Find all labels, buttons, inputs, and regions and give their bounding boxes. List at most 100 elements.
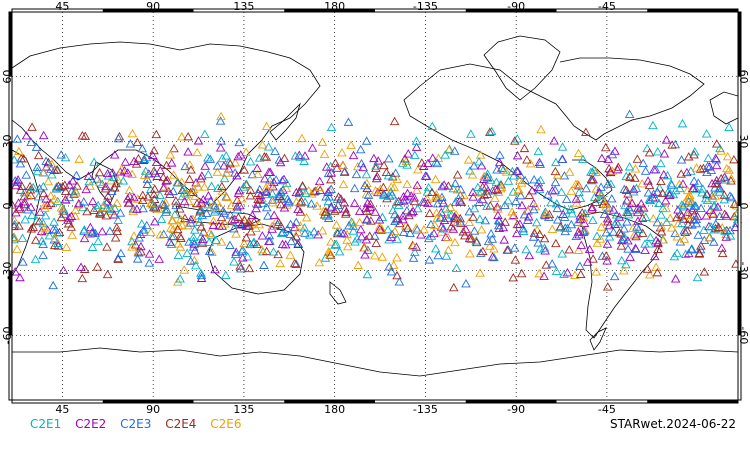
observation-marker [206, 230, 217, 239]
observation-marker [596, 194, 606, 203]
observation-marker [84, 229, 95, 238]
observation-marker [52, 196, 63, 205]
observation-marker [60, 194, 71, 204]
observation-marker [691, 218, 702, 228]
observation-marker [196, 174, 206, 183]
observation-marker [132, 254, 143, 263]
observation-marker [661, 203, 671, 213]
observation-marker [53, 238, 63, 247]
observation-marker [667, 140, 677, 149]
observation-marker [343, 241, 353, 251]
observation-marker [321, 192, 331, 201]
observation-marker [695, 164, 706, 173]
observation-marker [550, 185, 560, 194]
observation-marker [596, 182, 606, 191]
observation-marker [670, 274, 681, 283]
observation-marker [549, 136, 559, 145]
observation-marker [573, 179, 583, 189]
observation-marker [236, 264, 246, 273]
observation-marker [158, 172, 169, 182]
observation-marker [672, 212, 682, 222]
observation-marker [402, 205, 412, 215]
observation-marker [319, 149, 330, 158]
observation-marker [384, 234, 394, 244]
observation-marker [183, 147, 193, 156]
observation-marker [161, 204, 172, 213]
observation-marker [60, 180, 70, 189]
observation-marker [649, 165, 659, 174]
observation-marker [79, 233, 90, 243]
observation-marker [168, 170, 179, 179]
observation-marker [253, 194, 263, 204]
observation-marker [552, 215, 563, 224]
observation-marker [392, 197, 402, 206]
observation-marker [602, 256, 612, 265]
observation-marker [628, 184, 639, 194]
lon-tick-label-bottom: 135 [233, 403, 254, 416]
observation-marker [566, 204, 576, 214]
observation-marker [14, 221, 24, 230]
observation-marker [88, 196, 98, 206]
observation-marker [371, 161, 381, 170]
observation-marker [216, 212, 227, 222]
observation-marker [573, 148, 584, 158]
observation-marker [386, 182, 397, 191]
observation-marker [708, 209, 719, 218]
observation-marker [182, 248, 192, 257]
observation-marker [46, 164, 56, 173]
observation-marker [330, 158, 341, 167]
observation-marker [123, 168, 133, 177]
observation-marker [355, 144, 366, 154]
observation-marker [151, 129, 162, 139]
observation-marker [217, 186, 228, 195]
observation-marker [360, 250, 370, 259]
observation-marker [586, 174, 597, 183]
observation-marker [527, 186, 537, 195]
observation-marker [141, 152, 152, 162]
observation-marker [189, 225, 200, 234]
bottom-edge-segment [284, 400, 375, 403]
observation-marker [134, 233, 144, 242]
observation-marker [255, 190, 266, 200]
observation-marker [66, 222, 77, 231]
observation-marker [652, 187, 663, 196]
observation-marker [656, 176, 666, 186]
observation-marker [155, 190, 165, 199]
observation-marker [139, 170, 150, 179]
observation-marker [185, 256, 196, 265]
observation-marker [377, 252, 388, 261]
observation-marker [621, 171, 632, 181]
observation-marker [404, 210, 414, 220]
observation-marker [210, 264, 220, 274]
observation-marker [388, 260, 399, 269]
observation-marker [725, 225, 735, 235]
legend: C2E1 C2E2 C2E3 C2E4 C2E6 [30, 417, 251, 431]
observation-marker [213, 183, 223, 192]
observation-marker [277, 175, 288, 185]
observation-marker [656, 210, 666, 219]
observation-marker [652, 147, 663, 156]
observation-marker [625, 252, 635, 261]
observation-marker [95, 177, 105, 186]
observation-marker [624, 109, 635, 118]
legend-item-c2e2: C2E2 [75, 417, 107, 431]
observation-marker [127, 242, 137, 251]
observation-marker [346, 140, 356, 149]
observation-marker [247, 210, 258, 219]
observation-marker [401, 221, 411, 230]
observation-marker [482, 169, 493, 178]
observation-marker [499, 235, 510, 244]
observation-marker [522, 155, 532, 164]
observation-marker [362, 178, 372, 188]
observation-marker [92, 262, 103, 271]
observation-marker [116, 248, 126, 258]
observation-marker [79, 225, 90, 234]
observation-marker [275, 258, 285, 268]
observation-marker [295, 221, 306, 230]
observation-marker [61, 242, 72, 251]
observation-marker [144, 249, 155, 258]
observation-marker [662, 170, 673, 180]
observation-marker [205, 196, 216, 205]
observation-marker [371, 238, 382, 247]
observation-marker [333, 192, 344, 201]
